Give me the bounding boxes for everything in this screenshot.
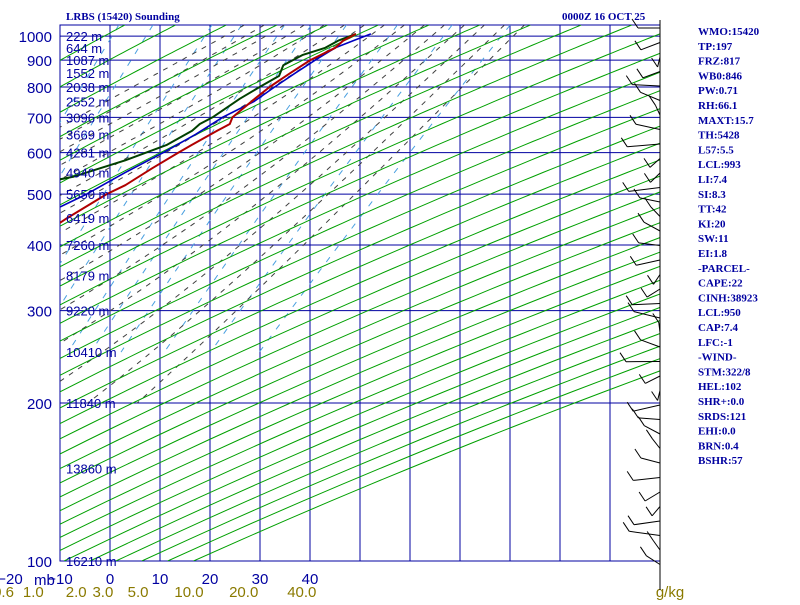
pressure-tick-label: 800 (27, 80, 52, 97)
index-line: BSHR:57 (698, 455, 743, 467)
height-label: 6419 m (66, 211, 109, 226)
mixing-ratio-label: 20.0 (229, 584, 258, 600)
index-line: CAP:7.4 (698, 322, 739, 334)
index-line: SI:8.3 (698, 189, 726, 201)
index-line: KI:20 (698, 218, 726, 230)
index-line: CAPE:22 (698, 278, 743, 290)
index-line: SRDS:121 (698, 411, 746, 423)
pressure-tick-label: 500 (27, 187, 52, 204)
pressure-tick-label: 400 (27, 238, 52, 255)
index-line: TT:42 (698, 204, 727, 216)
height-label: 5650 m (66, 187, 109, 202)
mixing-ratio-label: 0.6 (0, 584, 14, 600)
pressure-tick-label: 200 (27, 396, 52, 413)
pressure-tick-label: 300 (27, 304, 52, 321)
valid-time: 0000Z 16 OCT 25 (562, 11, 646, 23)
height-label: 8179 m (66, 268, 109, 283)
index-line: MAXT:15.7 (698, 115, 754, 127)
mixing-ratio-label: 3.0 (92, 584, 113, 600)
height-label: 3096 m (66, 110, 109, 125)
height-label: 222 m (66, 29, 102, 44)
mixing-ratio-label: 1.0 (23, 584, 44, 600)
height-label: 16210 m (66, 554, 117, 569)
index-line: PW:0.71 (698, 85, 738, 97)
height-label: 4281 m (66, 146, 109, 161)
index-line: SHR+:0.0 (698, 396, 745, 408)
index-line: BRN:0.4 (698, 440, 739, 452)
index-line: WB0:846 (698, 70, 743, 82)
height-label: 3669 m (66, 127, 109, 142)
index-line: WMO:15420 (698, 26, 760, 38)
station-title: LRBS (15420) Sounding (66, 11, 180, 23)
index-line: LCL:950 (698, 307, 741, 319)
index-line: LFC:-1 (698, 337, 733, 349)
index-line: FRZ:817 (698, 56, 741, 68)
index-line: EI:1.8 (698, 248, 728, 260)
height-label: 10410 m (66, 345, 117, 360)
mixing-ratio-label: 2.0 (66, 584, 87, 600)
height-label: 2038 m (66, 80, 109, 95)
index-line: HEL:102 (698, 381, 742, 393)
index-line: LI:7.4 (698, 174, 728, 186)
height-label: 2552 m (66, 95, 109, 110)
index-line: -PARCEL- (698, 263, 750, 275)
index-line: -WIND- (698, 352, 737, 364)
pressure-tick-label: 600 (27, 146, 52, 163)
mixing-ratio-label: 40.0 (287, 584, 316, 600)
height-label: 1552 m (66, 66, 109, 81)
index-line: SW:11 (698, 233, 729, 245)
index-line: CINH:38923 (698, 292, 758, 304)
index-line: RH:66.1 (698, 100, 737, 112)
height-label: 7260 m (66, 238, 109, 253)
height-label: 9220 m (66, 304, 109, 319)
pressure-tick-label: 1000 (19, 29, 52, 46)
height-label: 4940 m (66, 165, 109, 180)
index-line: L57:5.5 (698, 144, 734, 156)
mixing-ratio-label: 10.0 (174, 584, 203, 600)
height-label: 11840 m (66, 396, 116, 411)
pressure-tick-label: 700 (27, 110, 52, 127)
height-label: 13860 m (66, 462, 117, 477)
temperature-tick-label: 10 (152, 571, 169, 588)
mixing-ratio-label: 5.0 (128, 584, 149, 600)
index-line: EHI:0.0 (698, 426, 736, 438)
temperature-tick-label: 20 (202, 571, 219, 588)
pressure-tick-label: 100 (27, 554, 52, 571)
index-line: LCL:993 (698, 159, 741, 171)
index-line: TP:197 (698, 41, 733, 53)
index-line: TH:5428 (698, 130, 740, 142)
index-line: STM:322/8 (698, 366, 751, 378)
pressure-tick-label: 900 (27, 53, 52, 70)
